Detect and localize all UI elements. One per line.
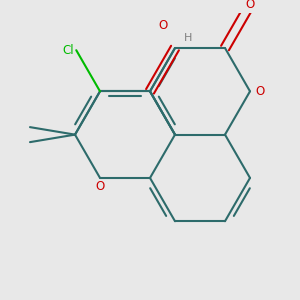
Text: O: O [255,85,264,98]
Text: Cl: Cl [62,44,74,57]
Text: H: H [184,33,192,43]
Text: O: O [245,0,255,11]
Text: O: O [158,19,167,32]
Text: O: O [95,180,105,194]
